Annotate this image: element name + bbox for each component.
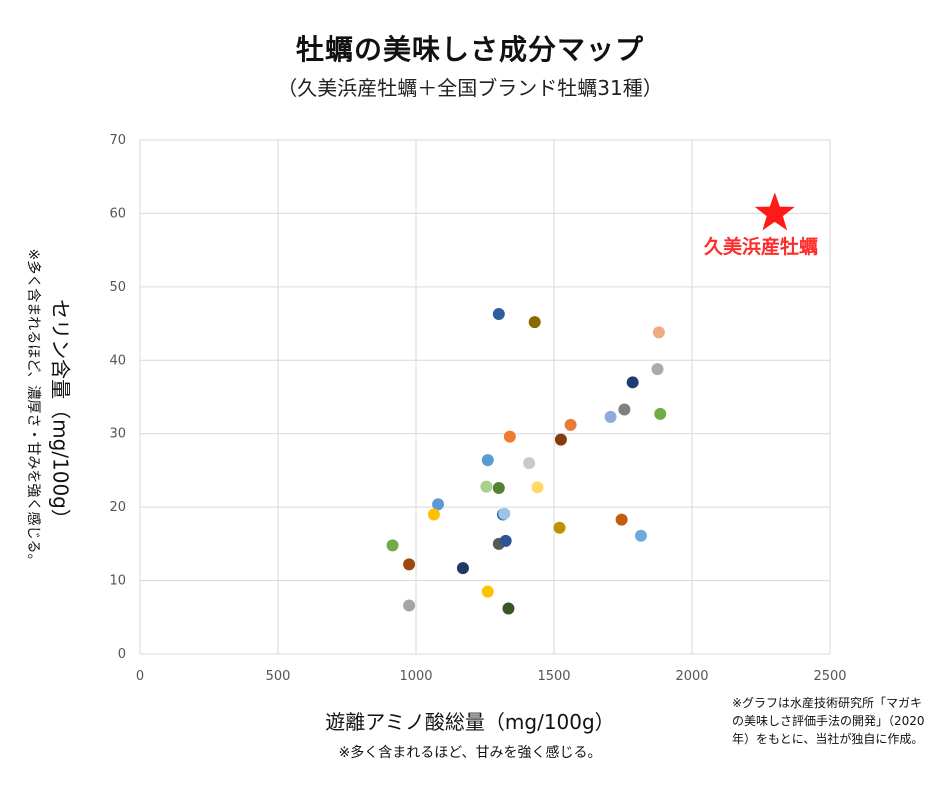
x-tick-label: 500 — [266, 669, 291, 684]
chart-title: 牡蠣の美味しさ成分マップ — [295, 33, 644, 66]
data-point — [618, 403, 631, 416]
data-point — [651, 363, 664, 376]
star-icon — [754, 192, 795, 231]
grid-lines — [139, 139, 831, 655]
data-point — [531, 481, 544, 494]
y-tick-label: 20 — [109, 500, 126, 515]
data-point — [456, 562, 469, 575]
data-point — [481, 454, 494, 467]
y-tick-label: 10 — [109, 574, 126, 589]
data-point — [528, 316, 541, 329]
data-point — [481, 585, 494, 598]
data-point — [386, 539, 399, 552]
x-tick-label: 0 — [136, 669, 144, 684]
data-point — [615, 513, 628, 526]
data-point — [654, 407, 667, 420]
x-tick-label: 1000 — [399, 669, 432, 684]
y-tick-label: 50 — [109, 280, 126, 295]
y-axis-label: セリン含量（mg/100g） — [48, 299, 73, 529]
data-point — [604, 410, 617, 423]
data-point — [502, 602, 515, 615]
x-axis-label: 遊離アミノ酸総量（mg/100g） — [325, 710, 615, 734]
y-tick-label: 40 — [109, 353, 126, 368]
data-point — [564, 418, 577, 431]
data-points — [386, 308, 667, 615]
data-point — [492, 482, 505, 495]
chart-subtitle: （久美浜産牡蠣＋全国ブランド牡蠣31種） — [277, 76, 663, 100]
data-point — [523, 457, 536, 470]
data-point — [553, 521, 566, 534]
y-axis-note: ※多く含まれるほど、濃厚さ・甘みを強く感じる。 — [25, 248, 41, 568]
data-point — [626, 376, 639, 389]
data-point — [403, 599, 416, 612]
axis-ticks: 0 10 20 30 40 50 60 70 0 500 1000 1500 2000 2500 — [109, 133, 846, 684]
y-tick-label: 0 — [118, 647, 126, 662]
data-point — [554, 433, 567, 446]
data-point — [403, 558, 416, 571]
data-point — [634, 529, 647, 542]
highlight-label: 久美浜産牡蠣 — [704, 236, 819, 258]
y-tick-label: 60 — [109, 206, 126, 221]
x-axis-note: ※多く含まれるほど、甘みを強く感じる。 — [338, 745, 602, 761]
data-point — [499, 534, 512, 547]
x-tick-label: 2500 — [813, 669, 846, 684]
x-tick-label: 1500 — [537, 669, 570, 684]
data-point — [652, 326, 665, 339]
data-point — [432, 498, 445, 511]
data-point — [503, 430, 516, 443]
data-point — [427, 508, 440, 521]
x-tick-label: 2000 — [675, 669, 708, 684]
source-note: ※グラフは水産技術研究所「マガキの美味しさ評価手法の開発」（2020年）をもとに… — [732, 696, 925, 746]
highlight-marker — [754, 192, 795, 231]
data-point — [492, 308, 505, 321]
data-point — [498, 507, 511, 520]
data-point — [480, 480, 493, 493]
y-tick-label: 70 — [109, 133, 126, 148]
y-tick-label: 30 — [109, 427, 126, 442]
